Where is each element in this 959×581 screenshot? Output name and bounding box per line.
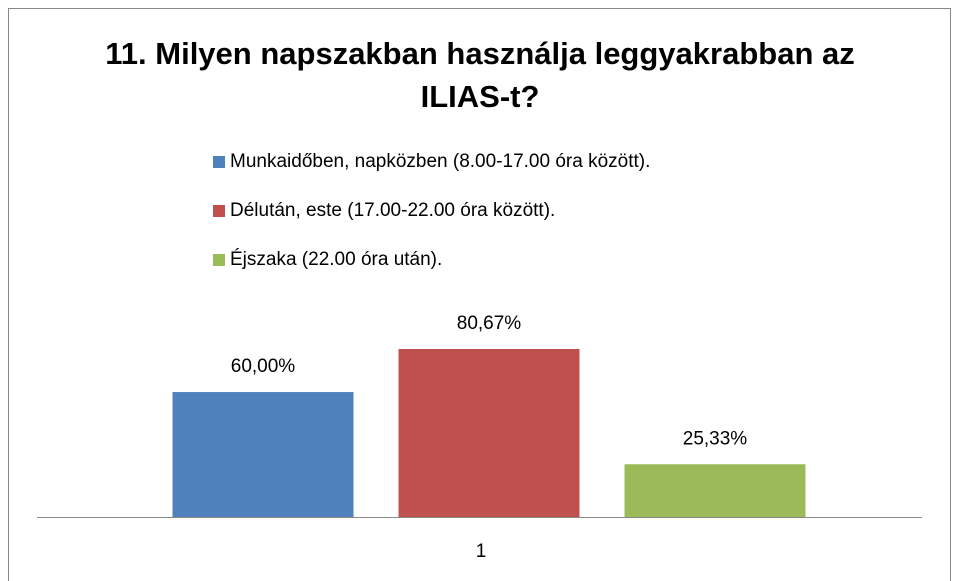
legend-label: Délután, este (17.00-22.00 óra között). (230, 200, 555, 221)
legend-swatch (213, 254, 225, 266)
legend-swatch (213, 205, 225, 217)
legend-label: Munkaidőben, napközben (8.00-17.00 óra k… (230, 151, 650, 172)
bar (398, 349, 580, 517)
bar (172, 392, 354, 517)
legend-swatch (213, 156, 225, 168)
x-tick-label: 1 (476, 541, 487, 562)
chart-frame (8, 8, 951, 581)
bar (624, 464, 806, 517)
chart-title: 11. Milyen napszakban használja leggyakr… (105, 36, 855, 114)
value-label: 60,00% (231, 356, 296, 377)
legend-label: Éjszaka (22.00 óra után). (230, 249, 442, 270)
value-label: 80,67% (457, 313, 522, 334)
value-label: 25,33% (683, 428, 748, 449)
